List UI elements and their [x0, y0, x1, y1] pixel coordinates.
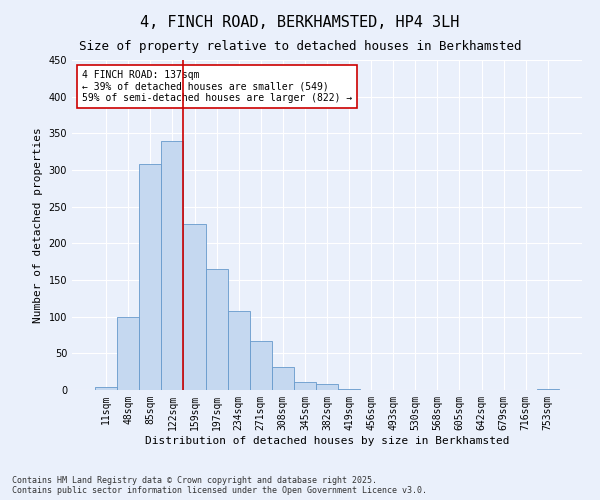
Bar — [117, 316, 139, 390]
Bar — [250, 341, 272, 390]
Text: 4, FINCH ROAD, BERKHAMSTED, HP4 3LH: 4, FINCH ROAD, BERKHAMSTED, HP4 3LH — [140, 15, 460, 30]
Bar — [227, 311, 250, 390]
Y-axis label: Number of detached properties: Number of detached properties — [33, 127, 43, 323]
Bar — [537, 388, 559, 390]
Text: Size of property relative to detached houses in Berkhamsted: Size of property relative to detached ho… — [79, 40, 521, 53]
Bar — [139, 164, 161, 390]
Bar — [95, 387, 117, 390]
Bar — [184, 224, 206, 390]
Bar — [161, 140, 184, 390]
X-axis label: Distribution of detached houses by size in Berkhamsted: Distribution of detached houses by size … — [145, 436, 509, 446]
Bar — [338, 388, 360, 390]
Bar — [272, 366, 294, 390]
Bar — [316, 384, 338, 390]
Text: 4 FINCH ROAD: 137sqm
← 39% of detached houses are smaller (549)
59% of semi-deta: 4 FINCH ROAD: 137sqm ← 39% of detached h… — [82, 70, 352, 103]
Bar — [206, 269, 227, 390]
Bar — [294, 382, 316, 390]
Text: Contains HM Land Registry data © Crown copyright and database right 2025.
Contai: Contains HM Land Registry data © Crown c… — [12, 476, 427, 495]
